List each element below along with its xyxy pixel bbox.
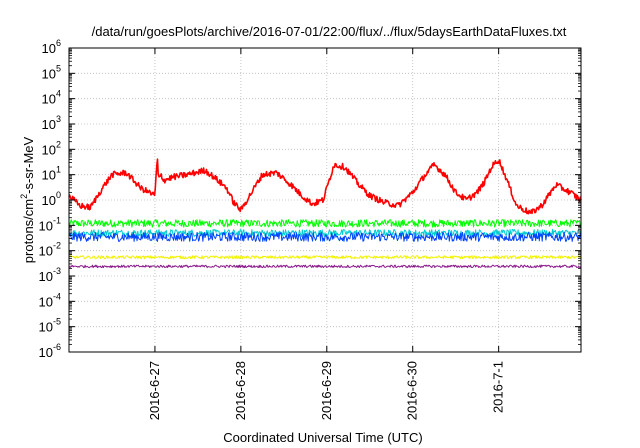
series-line bbox=[68, 231, 582, 242]
y-tick-label: 10-5 bbox=[39, 317, 61, 335]
y-tick-label: 100 bbox=[42, 190, 61, 208]
x-axis-label: Coordinated Universal Time (UTC) bbox=[223, 430, 422, 445]
y-tick-label: 101 bbox=[42, 165, 61, 183]
y-tick-label: 10-1 bbox=[39, 215, 61, 233]
y-axis-label: protons/cm2-s-sr-MeV bbox=[19, 136, 36, 263]
y-tick-label: 10-6 bbox=[39, 342, 61, 360]
y-tick-label: 106 bbox=[42, 38, 61, 56]
chart-title: /data/run/goesPlots/archive/2016-07-01/2… bbox=[92, 24, 567, 39]
x-tick-label: 2016-6-30 bbox=[405, 361, 420, 420]
series-line bbox=[68, 158, 582, 215]
y-tick-label: 103 bbox=[42, 114, 61, 132]
series-line bbox=[68, 228, 582, 237]
x-tick-label: 2016-6-29 bbox=[319, 361, 334, 420]
y-axis-label-group: protons/cm2-s-sr-MeV bbox=[19, 136, 36, 263]
series-line bbox=[68, 255, 582, 260]
grid-lines bbox=[69, 48, 581, 352]
y-tick-label: 104 bbox=[42, 89, 61, 107]
y-tick-label: 10-4 bbox=[39, 291, 61, 309]
y-tick-label: 10-2 bbox=[39, 241, 61, 259]
data-series bbox=[68, 158, 582, 269]
y-tick-label: 105 bbox=[42, 63, 61, 81]
axis-ticks: 10-6 10-5 10-4 10-3 10-2 10-1 100 101 102 103 104 1… bbox=[39, 38, 581, 420]
y-tick-label: 102 bbox=[42, 139, 61, 157]
x-tick-label: 2016-6-28 bbox=[233, 361, 248, 420]
series-line bbox=[68, 264, 582, 269]
x-tick-label: 2016-7-1 bbox=[491, 361, 506, 413]
series-line bbox=[68, 219, 582, 228]
x-tick-label: 2016-6-27 bbox=[147, 361, 162, 420]
y-tick-label: 10-3 bbox=[39, 266, 61, 284]
